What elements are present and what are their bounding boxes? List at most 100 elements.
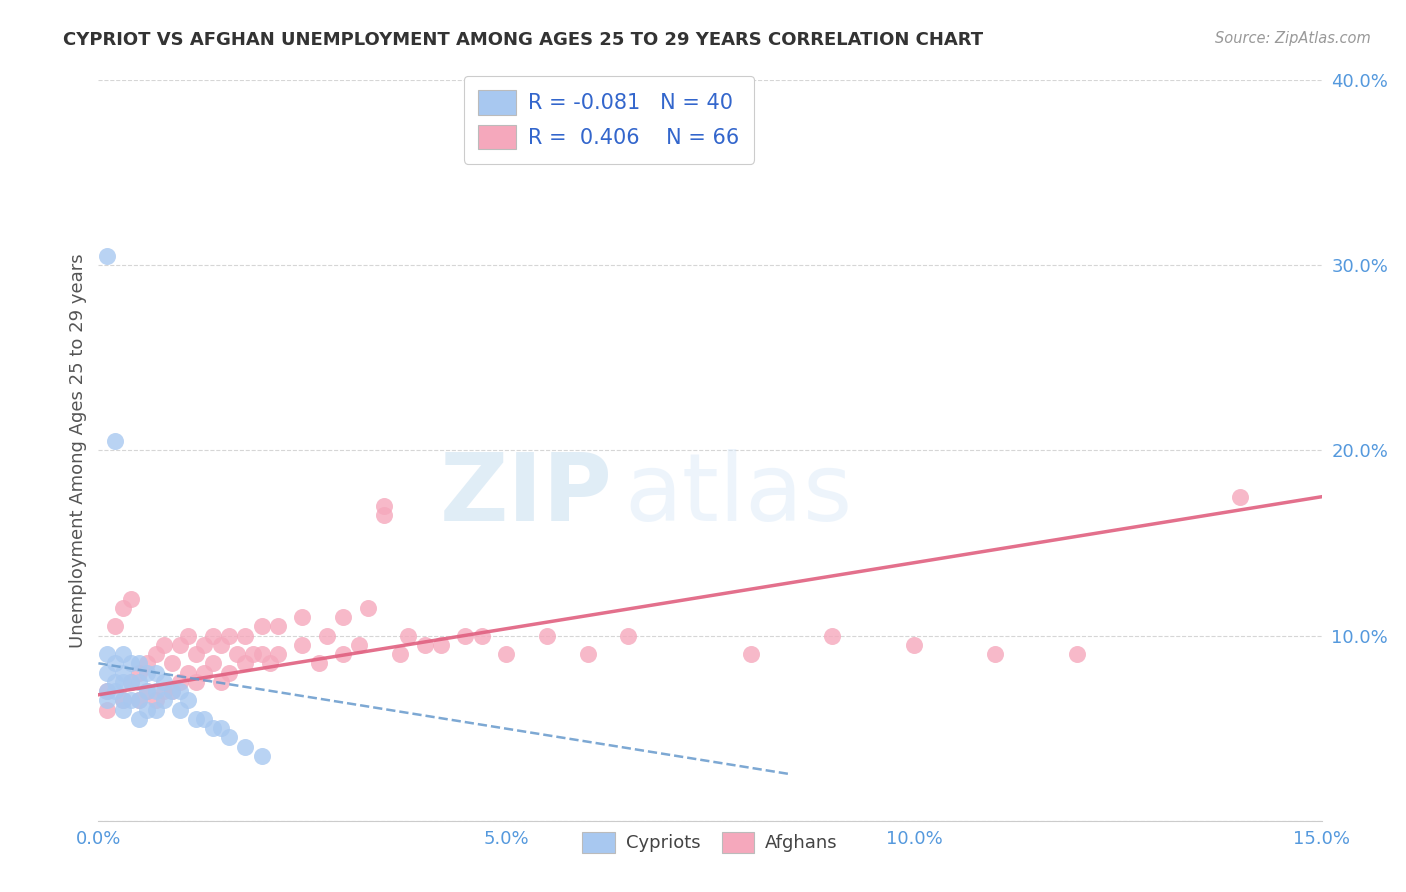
Point <box>136 684 159 698</box>
Point <box>430 638 453 652</box>
Point <box>291 610 314 624</box>
Point <box>332 647 354 661</box>
Point <box>145 684 167 698</box>
Text: CYPRIOT VS AFGHAN UNEMPLOYMENT AMONG AGES 25 TO 29 YEARS CORRELATION CHART: CYPRIOT VS AFGHAN UNEMPLOYMENT AMONG AGE… <box>63 31 983 49</box>
Point <box>145 703 167 717</box>
Point <box>984 647 1007 661</box>
Point <box>111 647 134 661</box>
Point <box>201 628 224 642</box>
Point <box>740 647 762 661</box>
Point <box>218 665 240 680</box>
Point <box>104 619 127 633</box>
Point <box>218 731 240 745</box>
Point <box>267 647 290 661</box>
Point <box>111 665 134 680</box>
Point <box>536 628 558 642</box>
Point <box>136 703 159 717</box>
Point <box>576 647 599 661</box>
Point <box>96 684 118 698</box>
Point <box>242 647 264 661</box>
Point <box>209 638 232 652</box>
Point <box>177 693 200 707</box>
Point <box>250 748 273 763</box>
Point <box>233 657 256 671</box>
Point <box>96 249 118 263</box>
Point <box>152 693 174 707</box>
Point <box>349 638 371 652</box>
Point <box>1066 647 1088 661</box>
Point <box>193 665 215 680</box>
Point <box>209 721 232 735</box>
Point <box>120 674 142 689</box>
Point <box>903 638 925 652</box>
Point <box>186 674 208 689</box>
Point <box>193 638 215 652</box>
Point <box>104 434 127 449</box>
Point <box>233 628 256 642</box>
Point <box>96 703 118 717</box>
Point <box>454 628 477 642</box>
Point <box>169 684 191 698</box>
Point <box>169 638 191 652</box>
Point <box>104 657 127 671</box>
Point <box>145 647 167 661</box>
Point <box>186 712 208 726</box>
Point <box>128 693 150 707</box>
Point <box>120 657 142 671</box>
Point <box>152 684 174 698</box>
Text: atlas: atlas <box>624 449 852 541</box>
Point <box>136 657 159 671</box>
Point <box>96 647 118 661</box>
Point <box>152 674 174 689</box>
Point <box>111 693 134 707</box>
Point <box>471 628 494 642</box>
Point <box>209 674 232 689</box>
Point <box>373 499 395 513</box>
Point <box>250 619 273 633</box>
Point <box>356 600 378 615</box>
Point <box>96 693 118 707</box>
Point <box>332 610 354 624</box>
Point <box>128 674 150 689</box>
Text: ZIP: ZIP <box>439 449 612 541</box>
Point <box>128 693 150 707</box>
Point <box>120 693 142 707</box>
Point <box>160 684 183 698</box>
Point <box>193 712 215 726</box>
Point <box>495 647 517 661</box>
Point <box>233 739 256 754</box>
Point <box>136 665 159 680</box>
Point <box>291 638 314 652</box>
Point <box>169 703 191 717</box>
Point <box>111 674 134 689</box>
Point <box>1229 490 1251 504</box>
Point <box>226 647 249 661</box>
Text: Source: ZipAtlas.com: Source: ZipAtlas.com <box>1215 31 1371 46</box>
Point <box>259 657 281 671</box>
Point <box>267 619 290 633</box>
Point <box>308 657 330 671</box>
Point <box>104 674 127 689</box>
Point <box>186 647 208 661</box>
Point <box>201 657 224 671</box>
Point <box>160 657 183 671</box>
Point <box>128 712 150 726</box>
Point <box>373 508 395 523</box>
Point <box>145 665 167 680</box>
Point <box>218 628 240 642</box>
Point <box>177 628 200 642</box>
Point <box>120 591 142 606</box>
Point <box>120 674 142 689</box>
Legend: Cypriots, Afghans: Cypriots, Afghans <box>575 824 845 860</box>
Y-axis label: Unemployment Among Ages 25 to 29 years: Unemployment Among Ages 25 to 29 years <box>69 253 87 648</box>
Point <box>396 628 419 642</box>
Point <box>111 703 134 717</box>
Point <box>104 684 127 698</box>
Point <box>389 647 412 661</box>
Point <box>111 693 134 707</box>
Point <box>136 684 159 698</box>
Point <box>177 665 200 680</box>
Point <box>96 684 118 698</box>
Point <box>128 657 150 671</box>
Point <box>128 665 150 680</box>
